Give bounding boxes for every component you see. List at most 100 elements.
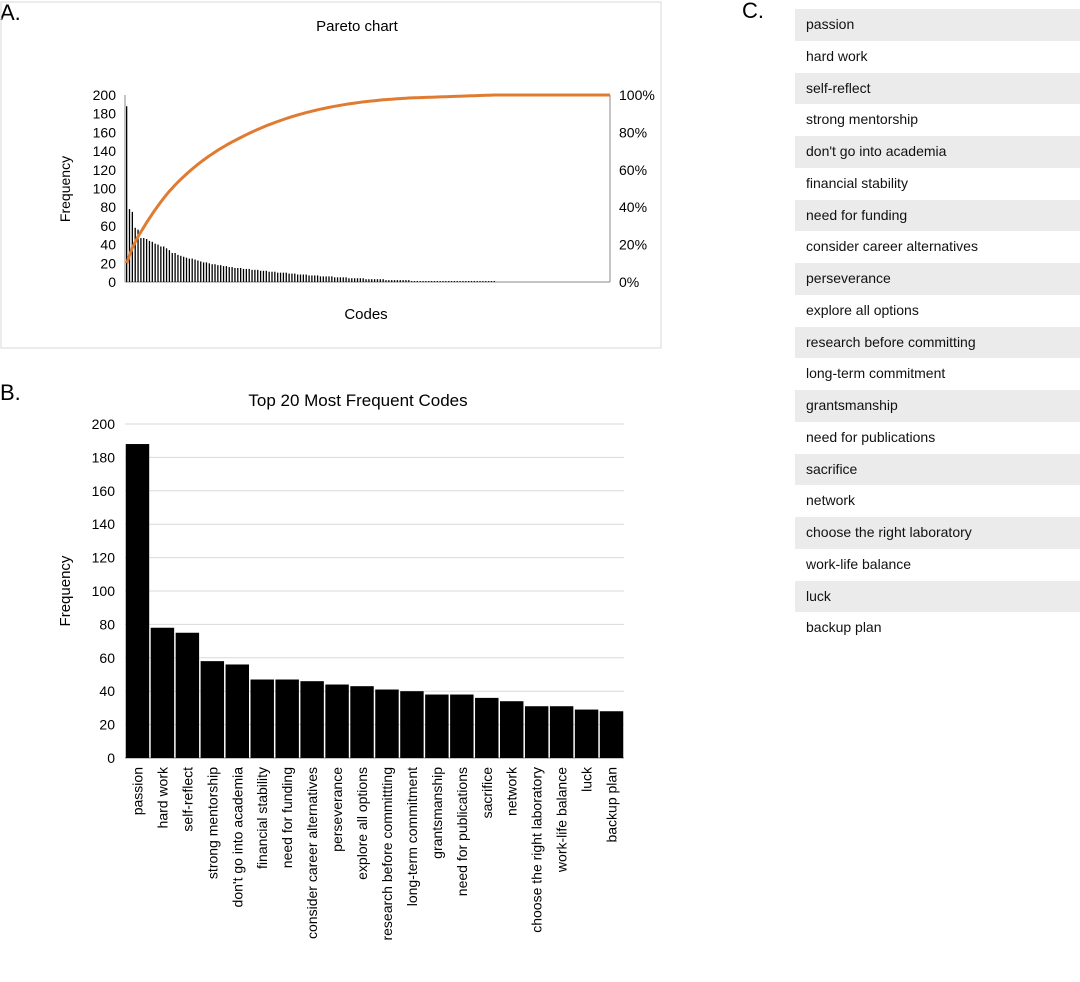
pareto-y-axis-label: Frequency <box>57 156 73 222</box>
top20-y-tick-label: 180 <box>92 449 116 465</box>
pareto-bar <box>160 246 162 282</box>
pareto-bar <box>408 280 410 282</box>
pareto-bar <box>259 270 262 282</box>
pareto-y2-ticks: 0% 20% 40% 60% 80% 100% <box>619 87 655 290</box>
pareto-y-tick-label: 140 <box>93 143 117 159</box>
pareto-bar <box>322 276 324 282</box>
pareto-y-tick-label: 40 <box>100 237 116 253</box>
code-list-item: need for publications <box>806 428 936 445</box>
pareto-bar <box>433 281 436 282</box>
pareto-y-ticks: 0 20 40 60 80 100 120 140 160 180 200 <box>93 87 117 290</box>
pareto-bar <box>174 253 176 282</box>
top20-bar <box>350 686 374 758</box>
top20-bar <box>599 711 624 758</box>
pareto-bar <box>245 268 247 282</box>
top20-x-tick-label: strong mentorship <box>204 767 220 879</box>
code-list-item: research before committing <box>795 326 1080 359</box>
top20-bar <box>574 709 599 758</box>
pareto-bar <box>279 272 282 282</box>
pareto-bar <box>168 250 171 282</box>
code-list-item: choose the right laboratory <box>795 517 1080 549</box>
pareto-bar <box>271 271 273 282</box>
pareto-y-tick-label: 60 <box>100 218 116 234</box>
top20-bar <box>524 706 549 758</box>
top20-x-tick-label: long-term commitment <box>404 767 420 906</box>
pareto-chart-title: Pareto chart <box>316 18 399 35</box>
pareto-x-axis-label: Codes <box>344 306 387 323</box>
pareto-bar <box>185 257 188 282</box>
top20-x-tick-label: choose the right laboratory <box>529 767 545 933</box>
pareto-y2-tick-label: 100% <box>619 87 655 103</box>
pareto-chart-frame <box>0 1 662 349</box>
pareto-bar <box>234 267 236 282</box>
top20-x-tick-label: passion <box>130 767 146 815</box>
panel-a-label: A. <box>0 0 21 25</box>
pareto-bar <box>476 281 478 282</box>
pareto-bar <box>365 279 367 282</box>
top20-bar <box>375 689 399 758</box>
pareto-bar <box>336 277 339 282</box>
pareto-bar <box>157 244 159 282</box>
pareto-bar <box>399 280 401 282</box>
pareto-bar <box>331 276 333 282</box>
pareto-y2-tick-label: 0% <box>619 274 639 290</box>
top20-y-tick-label: 0 <box>107 750 115 766</box>
top20-x-tick-label: grantsmanship <box>429 767 445 859</box>
pareto-y-tick-label: 0 <box>108 274 116 290</box>
code-list-item: work-life balance <box>806 555 912 572</box>
pareto-bar <box>482 281 484 282</box>
pareto-bar <box>325 276 327 282</box>
pareto-bar <box>242 268 245 282</box>
pareto-bar <box>425 281 427 282</box>
top20-x-tick-label: research before committting <box>379 767 395 941</box>
top20-y-tick-label: 20 <box>99 717 115 733</box>
top20-x-tick-labels: passion hard work self-reflect strong mento… <box>130 766 620 941</box>
code-list-item: self-reflect <box>795 72 1080 105</box>
pareto-bar <box>468 281 470 282</box>
pareto-bar <box>274 271 276 282</box>
pareto-bar <box>442 281 444 282</box>
pareto-bar <box>450 281 453 282</box>
pareto-bar <box>348 278 350 282</box>
pareto-bar <box>339 277 342 282</box>
pareto-bar <box>262 270 265 282</box>
pareto-bar <box>328 276 330 282</box>
top20-x-tick-label: self-reflect <box>179 767 195 832</box>
pareto-y-tick-label: 160 <box>93 124 117 140</box>
pareto-bar <box>356 278 359 282</box>
code-list-item: long-term commitment <box>806 365 946 382</box>
pareto-bar <box>148 240 151 282</box>
pareto-bar <box>257 269 259 282</box>
top20-bar <box>275 679 299 758</box>
code-list-item: consider career alternatives <box>806 238 978 255</box>
pareto-bar <box>465 281 467 282</box>
pareto-bar <box>297 274 299 282</box>
code-list-item: backup plan <box>806 619 882 636</box>
pareto-bar <box>470 281 473 282</box>
pareto-bar <box>291 273 293 282</box>
pareto-bar <box>385 280 387 282</box>
pareto-bar <box>177 254 179 282</box>
pareto-bar <box>371 279 373 282</box>
top20-bar <box>175 632 200 758</box>
pareto-bar <box>285 272 287 282</box>
top20-y-tick-label: 40 <box>99 683 115 699</box>
top20-y-tick-label: 200 <box>92 416 116 432</box>
pareto-bar <box>222 266 225 282</box>
pareto-y2-tick-label: 60% <box>619 162 647 178</box>
pareto-bar <box>205 262 208 282</box>
pareto-bar <box>302 274 304 282</box>
code-list-item: explore all options <box>806 301 919 318</box>
pareto-chart-panel: A. Pareto chart Codes Frequency 0 20 40 60 8… <box>0 0 662 349</box>
pareto-bar <box>453 281 456 282</box>
code-list-item: passion <box>795 9 1080 41</box>
pareto-bar <box>268 271 270 282</box>
pareto-bar <box>342 277 344 282</box>
pareto-bar <box>145 238 148 282</box>
pareto-bar <box>411 281 413 282</box>
pareto-bar <box>430 281 433 282</box>
pareto-bar <box>354 278 356 282</box>
code-list-item: luck <box>795 580 1080 613</box>
pareto-bar <box>191 258 193 282</box>
code-list-item: grantsmanship <box>795 390 1080 422</box>
